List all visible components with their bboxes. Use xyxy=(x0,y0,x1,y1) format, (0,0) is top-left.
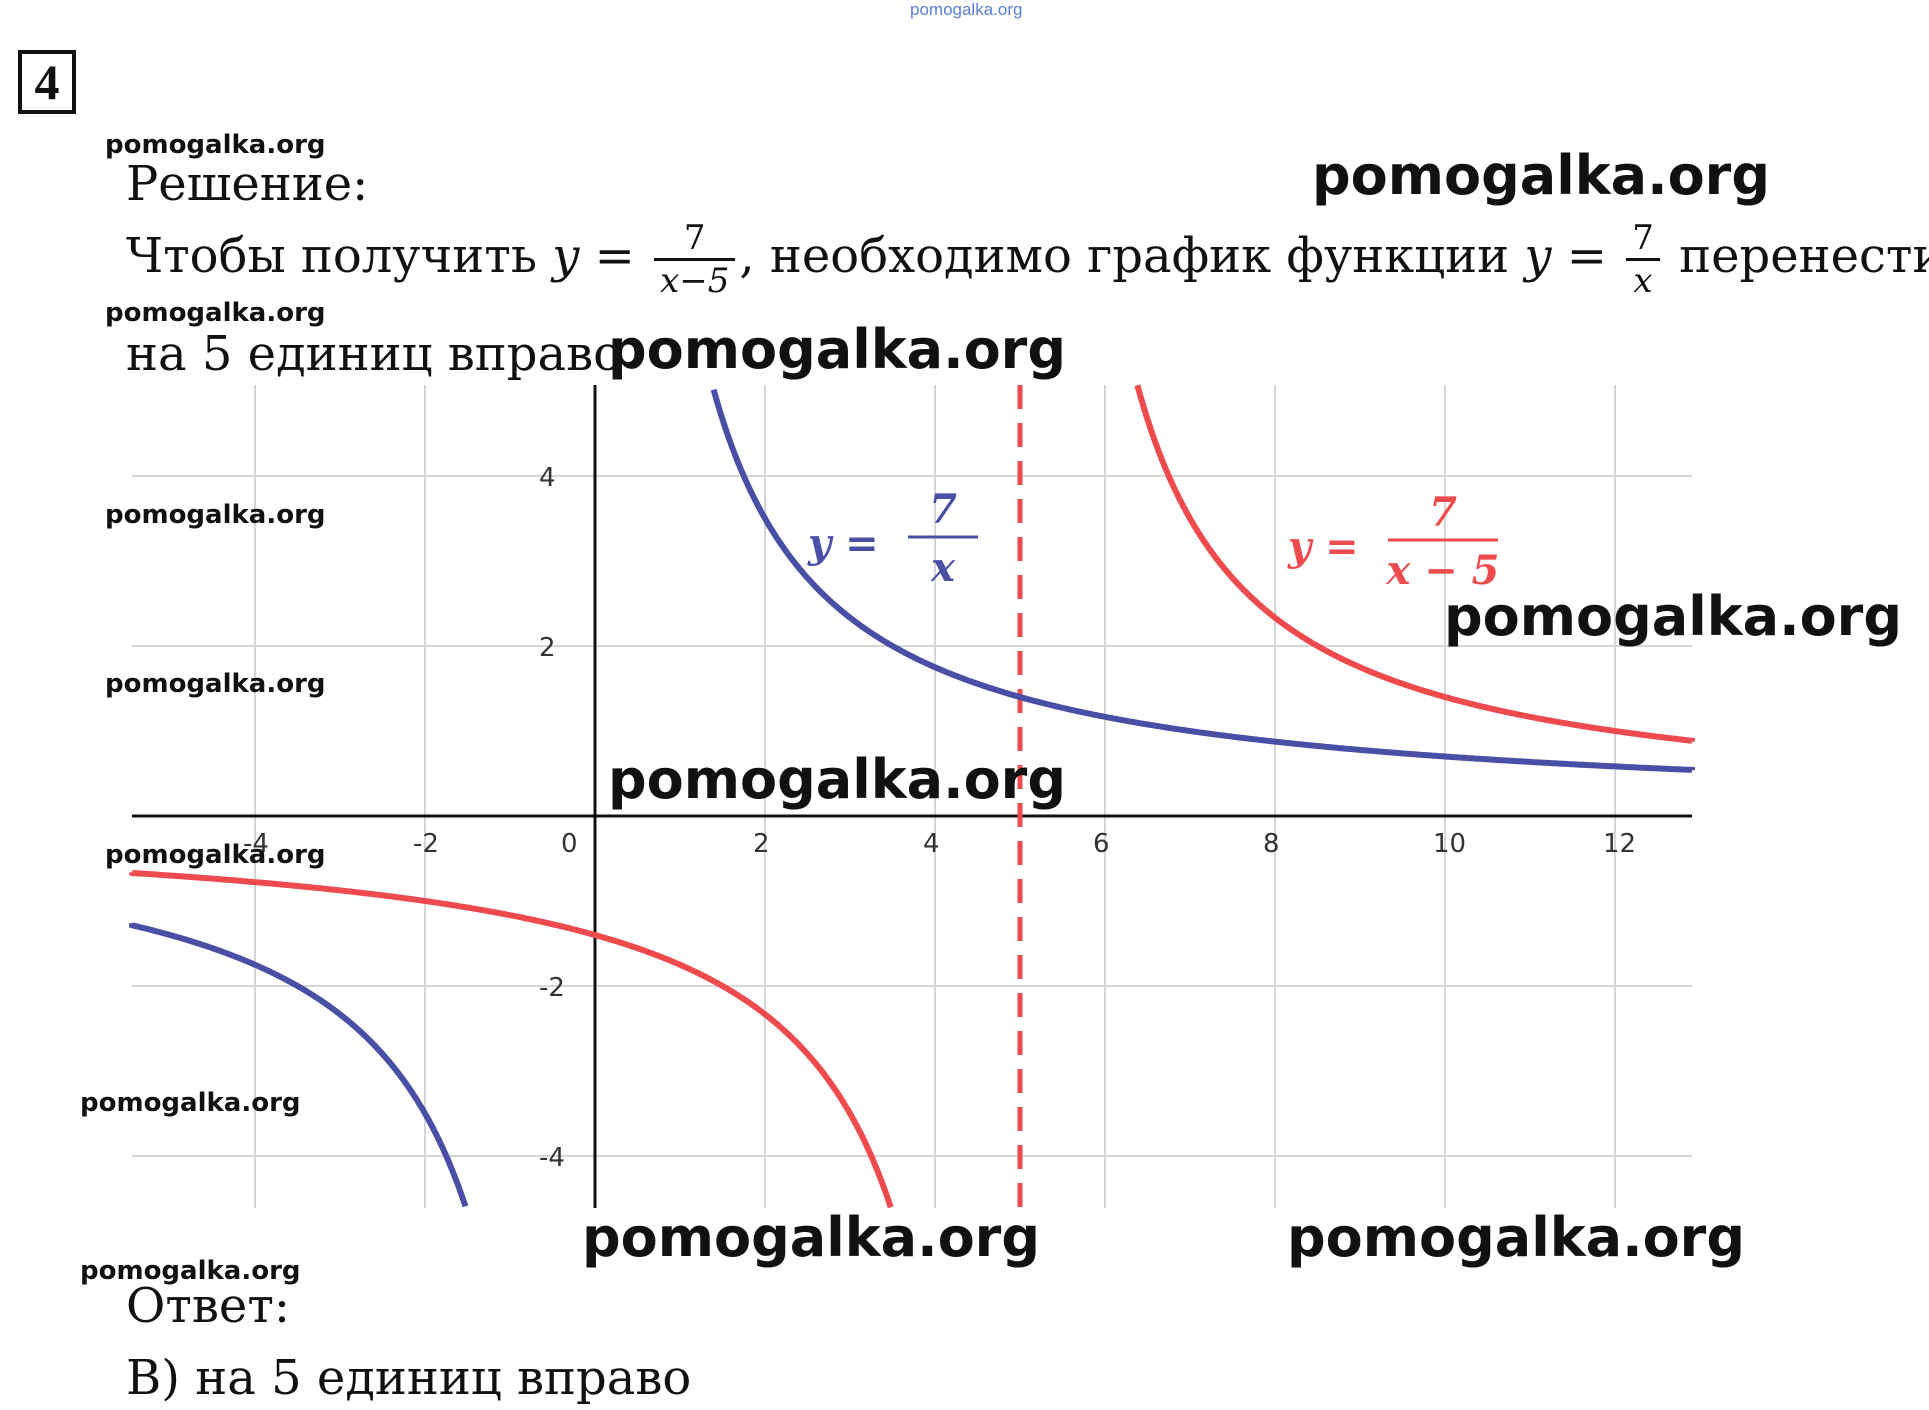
x-tick-label: 12 xyxy=(1603,829,1636,859)
eq2-lhs: y = xyxy=(1524,228,1607,284)
series-label-denominator: x − 5 xyxy=(1385,547,1499,594)
answer-heading: Ответ: xyxy=(126,1278,291,1334)
x-tick-label: 4 xyxy=(923,829,940,859)
curves xyxy=(129,384,1695,1209)
watermark: pomogalka.org xyxy=(80,1088,301,1118)
series-label-0: y = 7 x xyxy=(807,486,978,591)
watermark: pomogalka.org xyxy=(105,298,326,328)
x-tick-label: 10 xyxy=(1433,829,1466,859)
x-tick-label: 8 xyxy=(1263,829,1280,859)
watermark: pomogalka.org xyxy=(105,500,326,530)
watermark: pomogalka.org xyxy=(105,840,326,870)
watermark: pomogalka.org xyxy=(1444,585,1902,648)
curve-branch-left-1 xyxy=(129,870,894,1209)
x-tick-label: -2 xyxy=(413,829,439,859)
curve-branch-right-1 xyxy=(1134,384,1695,744)
fraction-shifted: 7 x−5 xyxy=(654,218,736,301)
eq-lhs: y = xyxy=(552,228,635,284)
y-tick-label: 2 xyxy=(539,633,556,663)
text-after: перенести xyxy=(1679,228,1929,284)
curve-branch-right-0 xyxy=(710,388,1695,773)
tick-labels: -4 -2 0 2 4 6 8 10 12 -4 -2 2 4 xyxy=(243,463,1636,1173)
solution-heading: Решение: xyxy=(126,156,369,212)
x-tick-label: 0 xyxy=(561,829,578,859)
fraction-base-numerator: 7 xyxy=(1632,218,1654,258)
y-tick-label: -4 xyxy=(539,1143,565,1173)
watermark: pomogalka.org xyxy=(608,318,1066,381)
series-label-lhs: y = xyxy=(807,520,879,567)
watermark: pomogalka.org xyxy=(1312,144,1770,207)
series-labels: y = 7 x y = 7 x − 5 xyxy=(807,486,1500,594)
fraction-base-denominator: x xyxy=(1626,258,1660,301)
x-tick-label: 6 xyxy=(1093,829,1110,859)
curve-branch-left-0 xyxy=(129,922,469,1208)
watermark: pomogalka.org xyxy=(608,748,1066,811)
site-watermark-top: pomogalka.org xyxy=(910,0,1023,19)
fraction-shifted-numerator: 7 xyxy=(683,218,706,258)
y-tick-label: -2 xyxy=(539,973,565,1003)
text-middle: , необходимо график функции xyxy=(739,228,1510,284)
solution-text-line1: Чтобы получить y = 7 x−5 , необходимо гр… xyxy=(126,218,1929,301)
answer-text: В) на 5 единиц вправо xyxy=(126,1350,692,1406)
watermark: pomogalka.org xyxy=(105,669,326,699)
watermark: pomogalka.org xyxy=(582,1206,1040,1269)
series-label-numerator: 7 xyxy=(929,486,957,533)
problem-number: 4 xyxy=(18,50,76,114)
fraction-shifted-denominator: x−5 xyxy=(654,258,736,301)
x-tick-label: 2 xyxy=(753,829,770,859)
watermark: pomogalka.org xyxy=(1287,1206,1745,1269)
watermark: pomogalka.org xyxy=(105,130,326,160)
solution-text-line2: на 5 единиц вправо xyxy=(126,326,623,382)
axes xyxy=(132,385,1692,1208)
series-label-numerator: 7 xyxy=(1429,489,1457,536)
series-label-denominator: x xyxy=(930,544,956,591)
watermark: pomogalka.org xyxy=(80,1256,301,1286)
series-label-lhs: y = xyxy=(1287,523,1359,570)
x-tick-label: -4 xyxy=(243,829,269,859)
series-label-1: y = 7 x − 5 xyxy=(1287,489,1500,594)
text-before: Чтобы получить xyxy=(126,228,537,284)
y-tick-label: 4 xyxy=(539,463,556,493)
fraction-base: 7 x xyxy=(1626,218,1660,301)
